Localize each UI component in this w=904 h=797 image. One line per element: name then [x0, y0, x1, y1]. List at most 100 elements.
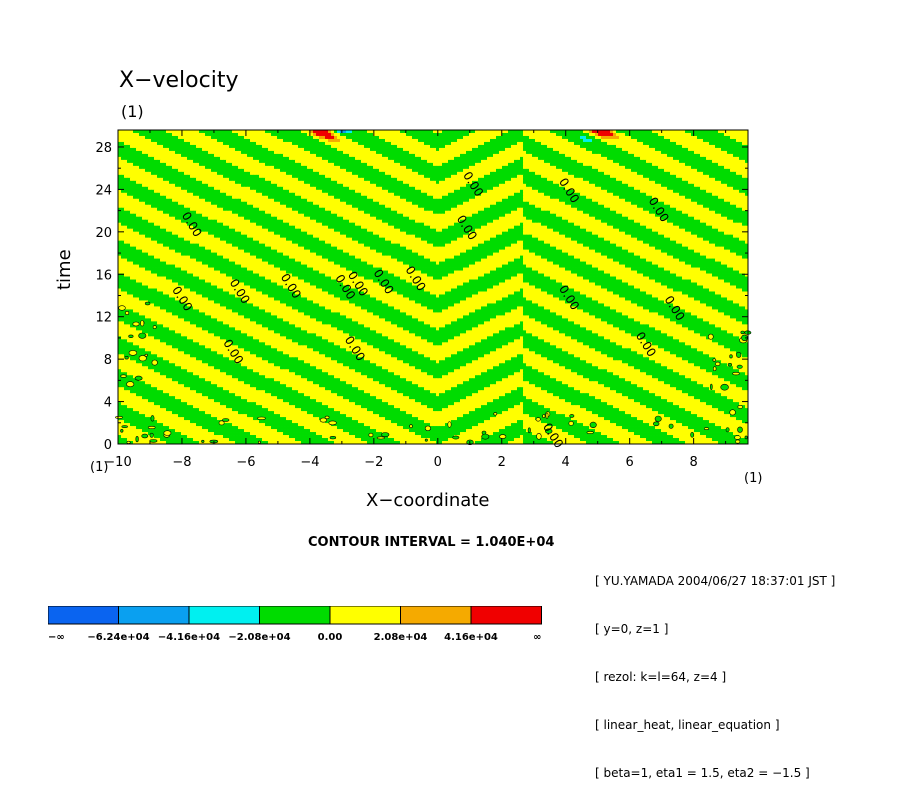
contour-band-cell: [703, 178, 706, 181]
contour-band-cell: [145, 190, 148, 193]
contour-band-cell: [460, 199, 463, 202]
contour-band-cell: [682, 163, 685, 166]
contour-band-cell: [226, 157, 229, 160]
contour-band-cell: [250, 166, 253, 169]
contour-band-cell: [250, 142, 253, 145]
contour-band-cell: [223, 142, 226, 145]
contour-band-cell: [349, 130, 352, 133]
contour-band-cell: [586, 145, 589, 148]
contour-band-cell: [421, 133, 424, 136]
contour-band-cell: [214, 151, 217, 154]
contour-band-cell: [502, 172, 505, 175]
contour-band-cell: [541, 139, 544, 142]
contour-band-cell: [415, 154, 418, 157]
contour-band-cell: [361, 133, 364, 136]
contour-band-cell: [124, 136, 127, 139]
contour-band-cell: [511, 142, 514, 145]
contour-band-cell: [397, 169, 400, 172]
contour-band-cell: [283, 187, 286, 190]
contour-band-cell: [175, 187, 178, 190]
contour-band-cell: [328, 133, 331, 136]
contour-band-cell: [541, 133, 544, 136]
contour-band-cell: [457, 199, 460, 202]
contour-band-cell: [157, 151, 160, 154]
contour-band-cell: [433, 190, 436, 193]
contour-band-cell: [619, 139, 622, 142]
contour-band-cell: [166, 130, 169, 133]
contour-band-cell: [688, 181, 691, 184]
contour-band-cell: [673, 151, 676, 154]
contour-band-cell: [313, 196, 316, 199]
contour-band-cell: [598, 139, 601, 142]
contour-band-cell: [157, 175, 160, 178]
contour-band-cell: [697, 196, 700, 199]
contour-band-cell: [232, 196, 235, 199]
contour-band-cell: [352, 151, 355, 154]
contour-band-cell: [232, 154, 235, 157]
contour-band-cell: [700, 175, 703, 178]
contour-band-cell: [331, 184, 334, 187]
contour-band-cell: [646, 151, 649, 154]
contour-band-cell: [346, 151, 349, 154]
contour-band-cell: [277, 148, 280, 151]
contour-band-cell: [493, 133, 496, 136]
contour-band-cell: [505, 130, 508, 133]
contour-band-cell: [487, 181, 490, 184]
contour-band-cell: [361, 154, 364, 157]
contour-band-cell: [445, 154, 448, 157]
contour-band-cell: [271, 157, 274, 160]
contour-band-cell: [166, 151, 169, 154]
contour-band-cell: [385, 163, 388, 166]
contour-band-cell: [529, 163, 532, 166]
contour-band-cell: [430, 142, 433, 145]
contour-band-cell: [646, 163, 649, 166]
contour-band-cell: [160, 196, 163, 199]
contour-band-cell: [664, 187, 667, 190]
contour-band-cell: [136, 148, 139, 151]
contour-band-cell: [121, 151, 124, 154]
contour-band-cell: [370, 199, 373, 202]
contour-band-cell: [253, 139, 256, 142]
contour-band-cell: [547, 196, 550, 199]
contour-band-cell: [667, 145, 670, 148]
contour-band-cell: [292, 142, 295, 145]
contour-band-cell: [442, 160, 445, 163]
contour-band-cell: [517, 145, 520, 148]
contour-band-cell: [313, 145, 316, 148]
contour-band-cell: [262, 151, 265, 154]
contour-band-cell: [397, 193, 400, 196]
contour-band-cell: [376, 160, 379, 163]
contour-band-cell: [184, 196, 187, 199]
contour-band-cell: [274, 160, 277, 163]
contour-band-cell: [412, 130, 415, 133]
contour-band-cell: [742, 160, 745, 163]
contour-band-cell: [322, 166, 325, 169]
contour-band-cell: [364, 133, 367, 136]
contour-band-cell: [166, 142, 169, 145]
contour-band-cell: [517, 187, 520, 190]
contour-band-cell: [673, 169, 676, 172]
contour-band-cell: [193, 199, 196, 202]
contour-band-cell: [379, 130, 382, 133]
contour-band-cell: [736, 184, 739, 187]
contour-band-cell: [367, 193, 370, 196]
contour-band-cell: [265, 181, 268, 184]
contour-band-cell: [340, 181, 343, 184]
contour-band-cell: [466, 193, 469, 196]
contour-band-cell: [319, 160, 322, 163]
contour-band-cell: [199, 184, 202, 187]
contour-band-cell: [268, 190, 271, 193]
contour-band-cell: [334, 181, 337, 184]
contour-band-cell: [499, 184, 502, 187]
contour-band-cell: [211, 193, 214, 196]
contour-band-cell: [304, 199, 307, 202]
contour-band-cell: [718, 163, 721, 166]
contour-band-cell: [412, 133, 415, 136]
contour-band-cell: [535, 181, 538, 184]
contour-band-cell: [424, 157, 427, 160]
contour-band-cell: [406, 157, 409, 160]
contour-band-cell: [154, 169, 157, 172]
contour-band-cell: [616, 151, 619, 154]
contour-band-cell: [430, 160, 433, 163]
contour-band-cell: [304, 169, 307, 172]
